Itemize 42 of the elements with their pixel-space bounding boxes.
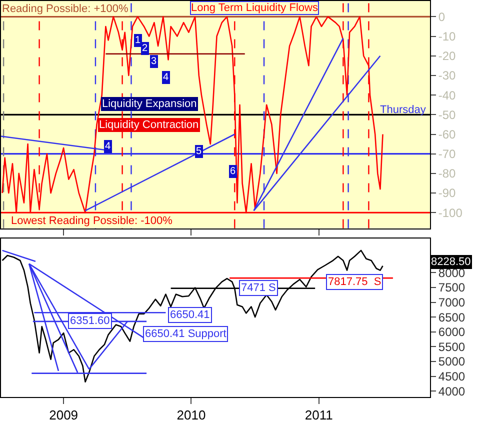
y-tick-label: -10: [438, 29, 456, 44]
annotation: 3: [151, 56, 157, 67]
y-tick-label: 7000: [438, 295, 466, 310]
y-tick-label: -40: [438, 88, 456, 102]
annotation: 6650.41 Support: [145, 328, 226, 340]
y-tick-label: 7500: [438, 280, 466, 295]
y-tick-label: 5500: [438, 340, 466, 354]
x-tick-label: 2009: [49, 408, 78, 423]
annotation: Thursday: [380, 104, 426, 116]
y-tick-label: -20: [438, 49, 456, 64]
y-tick-label: 5000: [438, 354, 466, 369]
annotation: Liquidity Expansion: [102, 98, 197, 110]
annotation: 5: [196, 146, 202, 157]
y-tick-label: -100: [438, 206, 463, 220]
y-tick-label: 0: [438, 10, 446, 24]
annotation: Lowest Reading Possible: -100%: [11, 215, 173, 227]
y-tick-label: 6500: [438, 310, 466, 324]
annotation: 6650.41: [170, 309, 210, 321]
annotation: 4: [105, 141, 111, 152]
annotation: Reading Possible: +100%: [2, 3, 128, 15]
chart-title: Long Term Liquidity Flows: [191, 2, 318, 14]
annotation: 1: [135, 35, 141, 46]
y-tick-label: -30: [438, 68, 456, 83]
annotation: 7471 S: [241, 282, 276, 294]
x-tick-label: 2010: [176, 408, 206, 423]
y-tick-label: 4000: [438, 384, 466, 398]
annotation: 6351.60: [70, 315, 110, 327]
y-tick-label: 6000: [438, 325, 466, 340]
y-tick-label: -50: [438, 108, 456, 122]
annotation: 6: [230, 166, 236, 177]
annotation: 2: [142, 43, 148, 54]
y-tick-label: -90: [438, 186, 456, 200]
y-tick-label: 4500: [438, 369, 466, 384]
x-tick-label: 2011: [304, 408, 333, 423]
annotation: 7817.75 S: [328, 276, 382, 288]
text: 8228.50: [431, 256, 471, 268]
y-tick-label: -60: [438, 127, 456, 142]
annotation: Liquidity Contraction: [99, 119, 199, 131]
y-tick-label: -70: [438, 147, 456, 162]
y-tick-label: -80: [438, 166, 456, 181]
annotation: 4: [163, 72, 169, 83]
y-tick-label: 8000: [438, 266, 466, 280]
